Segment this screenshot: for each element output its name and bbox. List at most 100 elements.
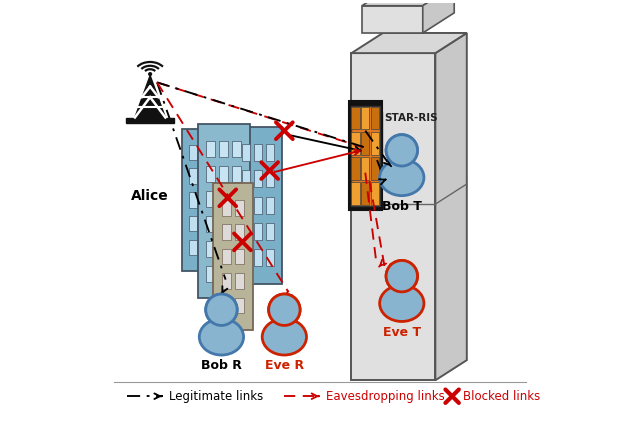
Bar <box>235 273 244 289</box>
Circle shape <box>386 261 417 292</box>
Polygon shape <box>423 0 454 33</box>
Bar <box>221 298 231 313</box>
Bar <box>206 141 215 157</box>
Bar <box>200 240 209 255</box>
Bar <box>351 157 360 180</box>
Bar <box>242 249 250 266</box>
Bar <box>254 223 262 240</box>
Bar <box>361 182 369 205</box>
Text: STAR-RIS: STAR-RIS <box>384 113 438 123</box>
Bar <box>200 168 209 184</box>
Bar <box>242 144 250 161</box>
Bar <box>349 101 382 210</box>
Bar <box>182 129 228 271</box>
Bar <box>234 127 282 284</box>
Bar <box>232 241 241 257</box>
Bar <box>206 191 215 207</box>
Bar <box>266 249 275 266</box>
Ellipse shape <box>199 319 244 355</box>
Bar <box>232 191 241 207</box>
Bar <box>254 197 262 214</box>
Text: Eve T: Eve T <box>383 326 421 339</box>
Bar <box>221 273 231 289</box>
Bar <box>254 144 262 161</box>
Ellipse shape <box>380 285 424 321</box>
Circle shape <box>386 135 417 166</box>
Bar <box>351 105 380 206</box>
Bar <box>212 216 220 231</box>
Bar <box>232 216 241 232</box>
Bar <box>254 249 262 266</box>
Bar <box>361 157 369 180</box>
Circle shape <box>205 294 237 326</box>
Bar <box>372 112 382 187</box>
Bar <box>232 166 241 182</box>
Bar <box>189 240 197 255</box>
Text: Blocked links: Blocked links <box>463 390 541 403</box>
Circle shape <box>269 294 300 326</box>
Bar <box>219 241 228 257</box>
Bar <box>235 200 244 215</box>
Bar <box>351 53 435 380</box>
Bar <box>361 132 369 155</box>
Bar <box>371 157 379 180</box>
Bar <box>242 223 250 240</box>
Circle shape <box>269 294 300 326</box>
Bar <box>351 107 360 130</box>
Bar <box>206 166 215 182</box>
Polygon shape <box>135 76 165 117</box>
Bar <box>126 118 174 122</box>
Bar <box>221 249 231 264</box>
Bar <box>266 144 275 161</box>
Bar <box>362 6 423 33</box>
Bar <box>206 266 215 282</box>
Text: Eve R: Eve R <box>265 359 304 372</box>
Polygon shape <box>435 33 467 380</box>
Bar <box>221 200 231 215</box>
Bar <box>266 223 275 240</box>
Bar <box>235 249 244 264</box>
Bar <box>189 144 197 160</box>
Bar <box>206 241 215 257</box>
Bar <box>200 144 209 160</box>
Bar <box>353 112 368 187</box>
Polygon shape <box>362 0 454 6</box>
Bar <box>189 192 197 208</box>
Polygon shape <box>351 33 467 53</box>
Bar <box>219 191 228 207</box>
Bar <box>371 182 379 205</box>
Ellipse shape <box>380 159 424 196</box>
Circle shape <box>148 73 152 76</box>
Circle shape <box>386 135 417 166</box>
Bar <box>235 298 244 313</box>
Bar <box>371 132 379 155</box>
Bar <box>198 125 250 298</box>
Text: Bob T: Bob T <box>382 200 422 213</box>
Bar <box>200 192 209 208</box>
Bar <box>212 144 220 160</box>
Ellipse shape <box>262 319 307 355</box>
Bar <box>200 216 209 231</box>
Bar <box>189 216 197 231</box>
Bar <box>266 197 275 214</box>
Bar <box>232 266 241 282</box>
Circle shape <box>386 261 417 292</box>
Bar <box>189 168 197 184</box>
Bar <box>235 224 244 240</box>
Bar <box>242 170 250 187</box>
Bar <box>254 170 262 187</box>
Bar <box>371 107 379 130</box>
Text: Bob R: Bob R <box>201 359 242 372</box>
Bar <box>212 192 220 208</box>
Bar <box>206 216 215 232</box>
Circle shape <box>205 294 237 326</box>
Bar <box>219 141 228 157</box>
Bar <box>213 183 253 330</box>
Bar <box>219 216 228 232</box>
Bar <box>221 224 231 240</box>
Bar <box>351 182 360 205</box>
Bar <box>219 166 228 182</box>
Bar <box>212 240 220 255</box>
Bar <box>219 266 228 282</box>
Bar <box>242 197 250 214</box>
